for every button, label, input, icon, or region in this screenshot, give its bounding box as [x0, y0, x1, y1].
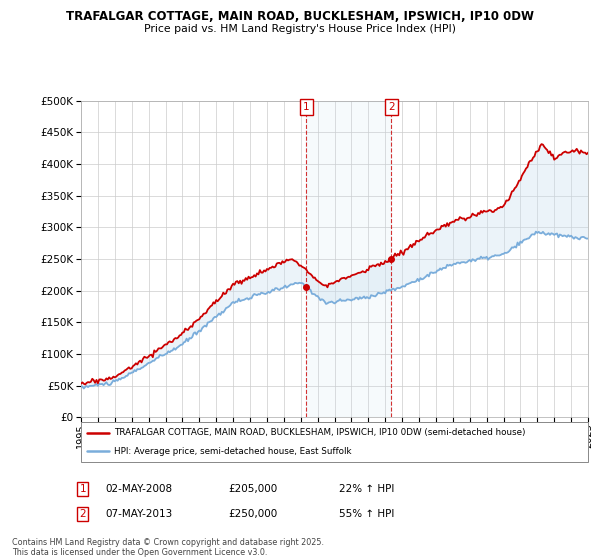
FancyBboxPatch shape	[81, 422, 588, 462]
Text: HPI: Average price, semi-detached house, East Suffolk: HPI: Average price, semi-detached house,…	[114, 447, 352, 456]
Text: 1: 1	[303, 102, 310, 112]
Text: 1: 1	[79, 484, 86, 494]
Bar	[306, 101, 391, 417]
Text: 07-MAY-2013: 07-MAY-2013	[105, 509, 172, 519]
Text: 22% ↑ HPI: 22% ↑ HPI	[339, 484, 394, 494]
Text: 02-MAY-2008: 02-MAY-2008	[105, 484, 172, 494]
Text: TRAFALGAR COTTAGE, MAIN ROAD, BUCKLESHAM, IPSWICH, IP10 0DW (semi-detached house: TRAFALGAR COTTAGE, MAIN ROAD, BUCKLESHAM…	[114, 428, 526, 437]
Text: £250,000: £250,000	[228, 509, 277, 519]
Text: 2: 2	[79, 509, 86, 519]
Text: Price paid vs. HM Land Registry's House Price Index (HPI): Price paid vs. HM Land Registry's House …	[144, 24, 456, 34]
Text: TRAFALGAR COTTAGE, MAIN ROAD, BUCKLESHAM, IPSWICH, IP10 0DW: TRAFALGAR COTTAGE, MAIN ROAD, BUCKLESHAM…	[66, 10, 534, 22]
Text: Contains HM Land Registry data © Crown copyright and database right 2025.
This d: Contains HM Land Registry data © Crown c…	[12, 538, 324, 557]
Text: £205,000: £205,000	[228, 484, 277, 494]
Text: 2: 2	[388, 102, 395, 112]
Text: 55% ↑ HPI: 55% ↑ HPI	[339, 509, 394, 519]
